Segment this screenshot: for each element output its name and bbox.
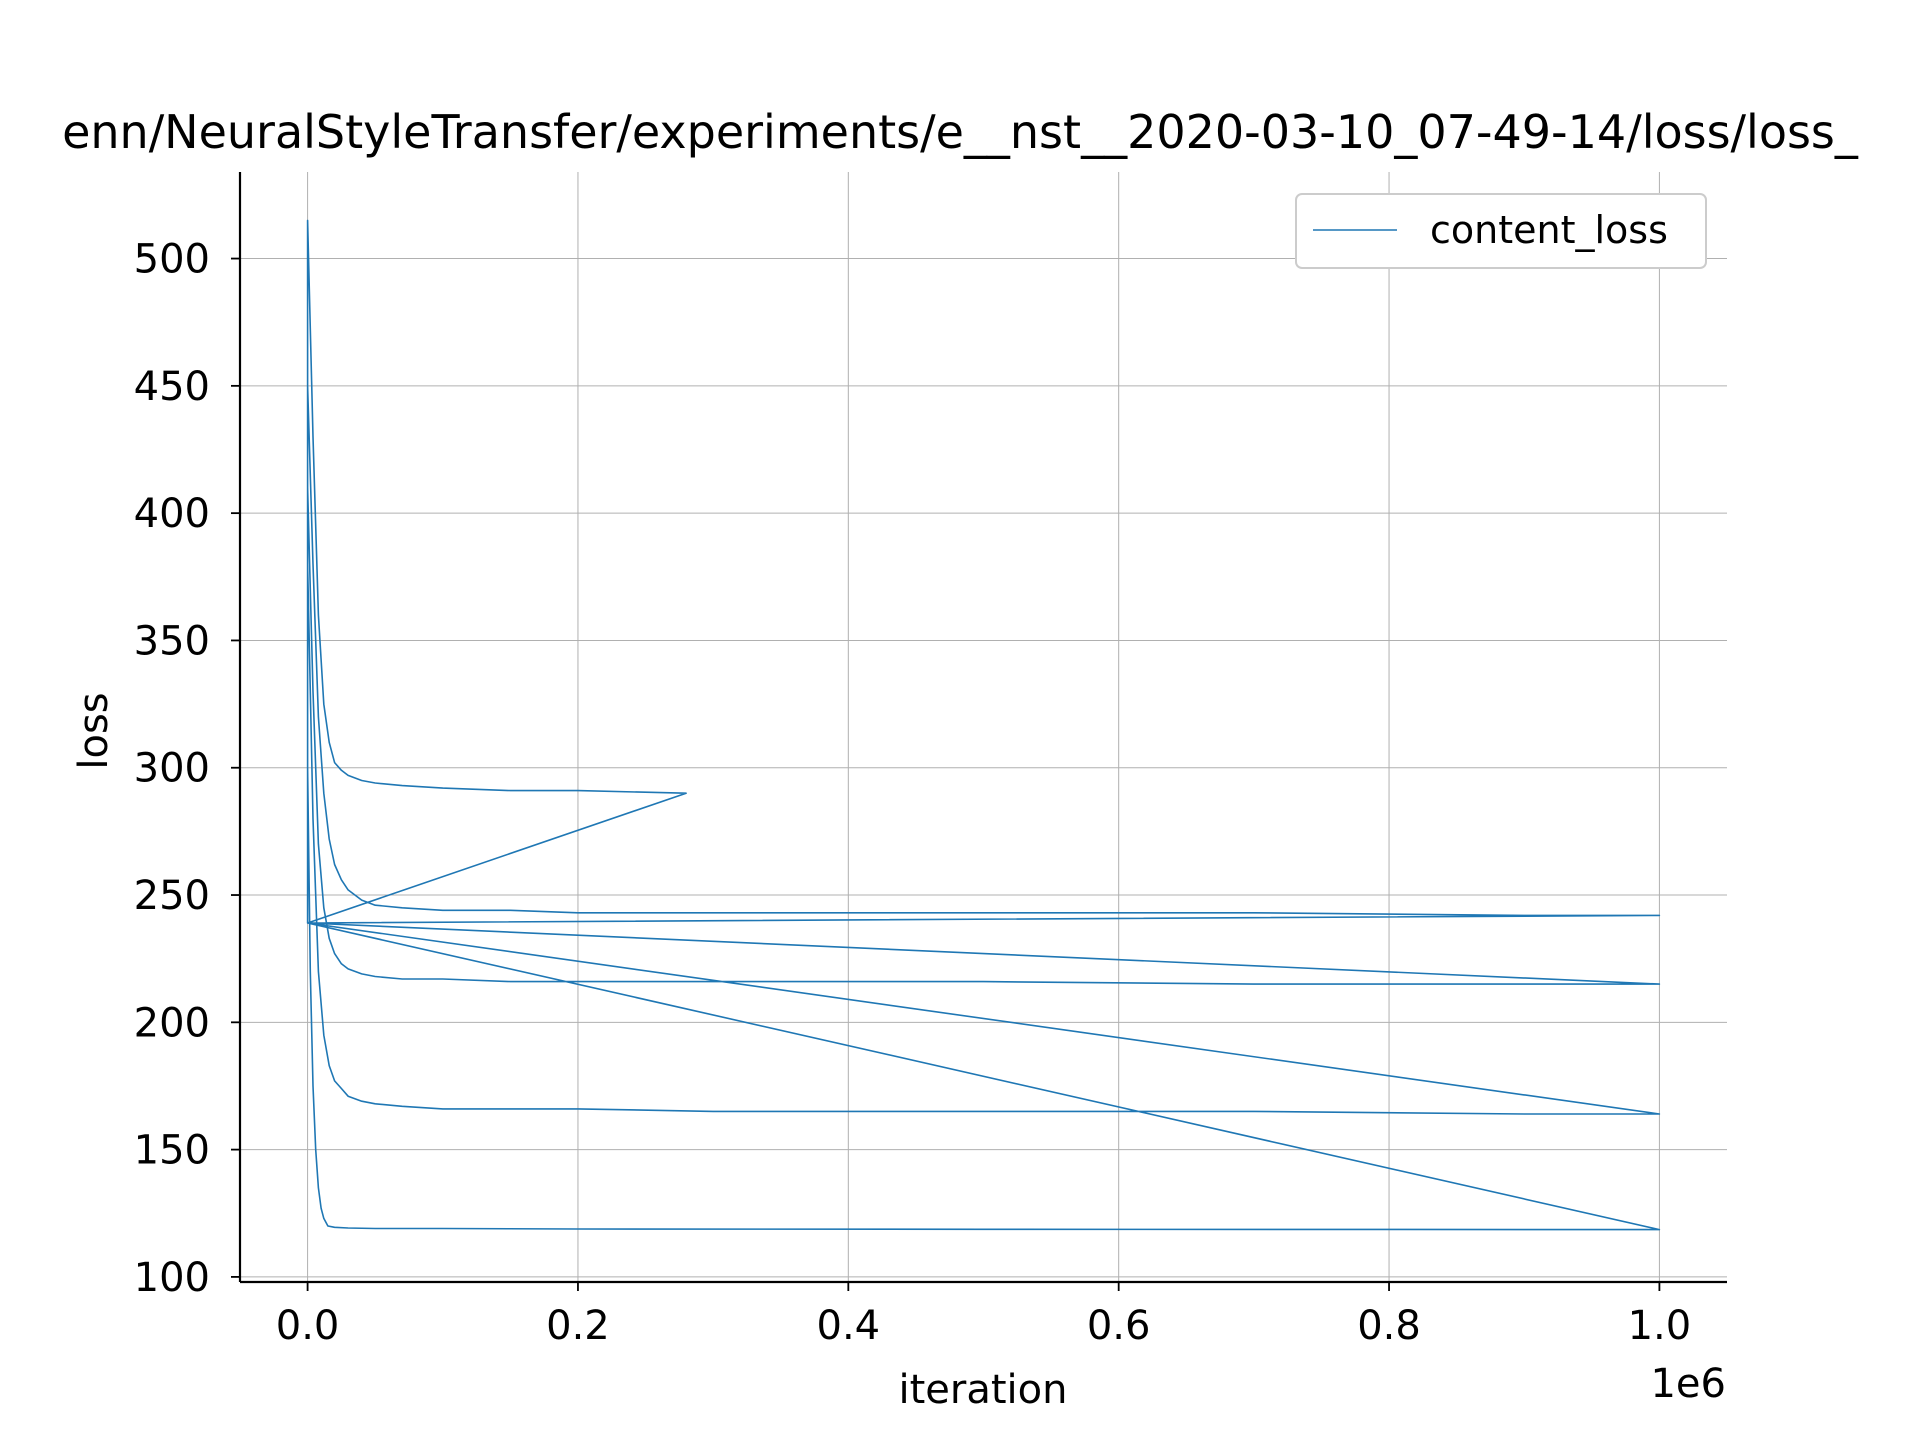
tick-labels: 0.0 0.2 0.4 0.6 0.8 1.0 100 150 200 250 300 350 400 4…	[134, 237, 1692, 1349]
axes	[231, 172, 1727, 1291]
x-tick-label: 0.8	[1357, 1303, 1421, 1349]
y-tick-label: 500	[134, 237, 210, 283]
chart-title: enn/NeuralStyleTransfer/experiments/e__n…	[62, 105, 1859, 159]
y-tick-label: 250	[134, 873, 210, 919]
x-offset-label: 1e6	[1650, 1361, 1726, 1407]
gridlines	[240, 172, 1727, 1282]
y-tick-label: 400	[134, 491, 210, 537]
y-tick-label: 100	[134, 1255, 210, 1301]
x-tick-label: 0.0	[276, 1303, 340, 1349]
y-tick-label: 150	[134, 1128, 210, 1174]
x-tick-label: 1.0	[1628, 1303, 1692, 1349]
x-axis-label: iteration	[899, 1367, 1068, 1413]
y-tick-label: 200	[134, 1000, 210, 1046]
y-axis-label: loss	[71, 692, 117, 769]
y-tick-label: 300	[134, 746, 210, 792]
x-tick-label: 0.2	[546, 1303, 610, 1349]
legend-box	[1295, 193, 1707, 269]
series-line-content-loss	[306, 219, 1661, 1231]
x-tick-label: 0.6	[1087, 1303, 1151, 1349]
plot-area	[306, 219, 1661, 1231]
y-tick-label: 450	[134, 364, 210, 410]
y-tick-label: 350	[134, 618, 210, 664]
legend-label-content-loss: content_loss	[1430, 208, 1668, 252]
legend: content_loss	[1295, 193, 1707, 269]
x-tick-label: 0.4	[817, 1303, 881, 1349]
